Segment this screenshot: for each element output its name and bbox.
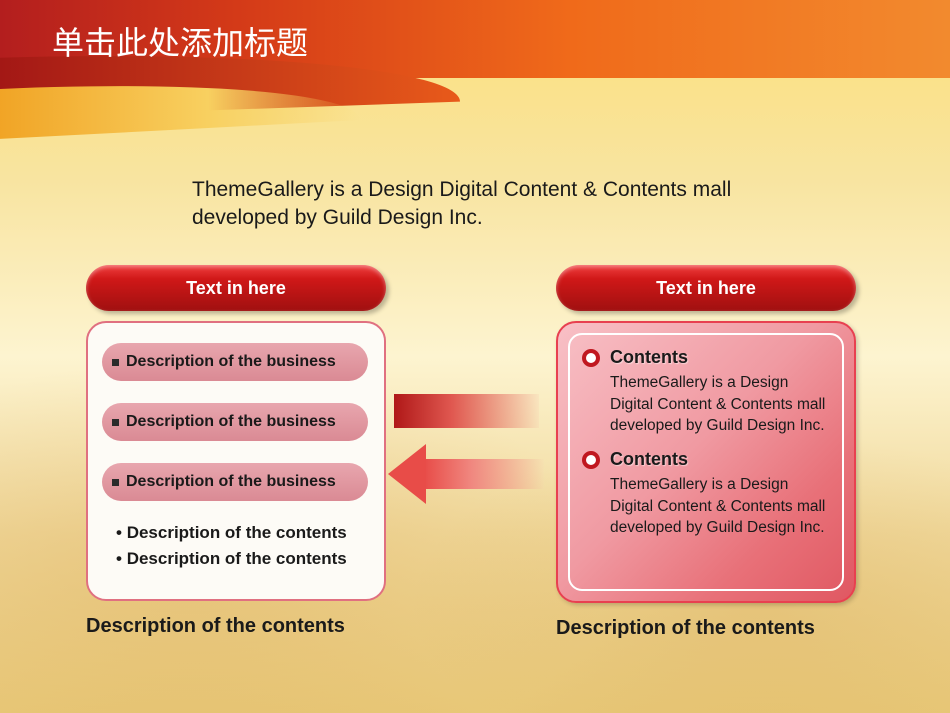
contents-title: Contents: [610, 347, 688, 368]
right-panel-inner: Contents ThemeGallery is a Design Digita…: [568, 333, 844, 591]
right-panel-caption: Description of the contents: [556, 617, 856, 640]
slide-title[interactable]: 单击此处添加标题: [52, 18, 308, 64]
contents-bullet-2: Description of the contents: [102, 549, 370, 569]
intro-text: ThemeGallery is a Design Digital Content…: [192, 176, 752, 233]
square-bullet-icon: [112, 419, 119, 426]
business-pill-2: Description of the business: [102, 403, 368, 441]
business-pill-label: Description of the business: [126, 353, 336, 371]
ring-bullet-icon: [582, 349, 600, 367]
left-panel-caption: Description of the contents: [86, 615, 386, 638]
business-pill-label: Description of the business: [126, 413, 336, 431]
left-panel-body: Description of the business Description …: [86, 321, 386, 601]
right-panel: Text in here Contents ThemeGallery is a …: [556, 265, 856, 640]
right-panel-header: Text in here: [556, 265, 856, 311]
business-pill-3: Description of the business: [102, 463, 368, 501]
business-pill-1: Description of the business: [102, 343, 368, 381]
contents-desc-1: ThemeGallery is a Design Digital Content…: [582, 372, 830, 437]
contents-desc-2: ThemeGallery is a Design Digital Content…: [582, 474, 830, 539]
ring-bullet-icon: [582, 451, 600, 469]
square-bullet-icon: [112, 359, 119, 366]
business-pill-label: Description of the business: [126, 473, 336, 491]
left-panel-header: Text in here: [86, 265, 386, 311]
contents-bullet-1: Description of the contents: [102, 523, 370, 543]
left-panel: Text in here Description of the business…: [86, 265, 386, 638]
contents-row-1: Contents: [582, 347, 830, 368]
arrow-bar-icon: [394, 394, 539, 428]
right-panel-body: Contents ThemeGallery is a Design Digita…: [556, 321, 856, 603]
square-bullet-icon: [112, 479, 119, 486]
contents-row-2: Contents: [582, 449, 830, 470]
contents-title: Contents: [610, 449, 688, 470]
arrow-graphic: [388, 394, 548, 509]
